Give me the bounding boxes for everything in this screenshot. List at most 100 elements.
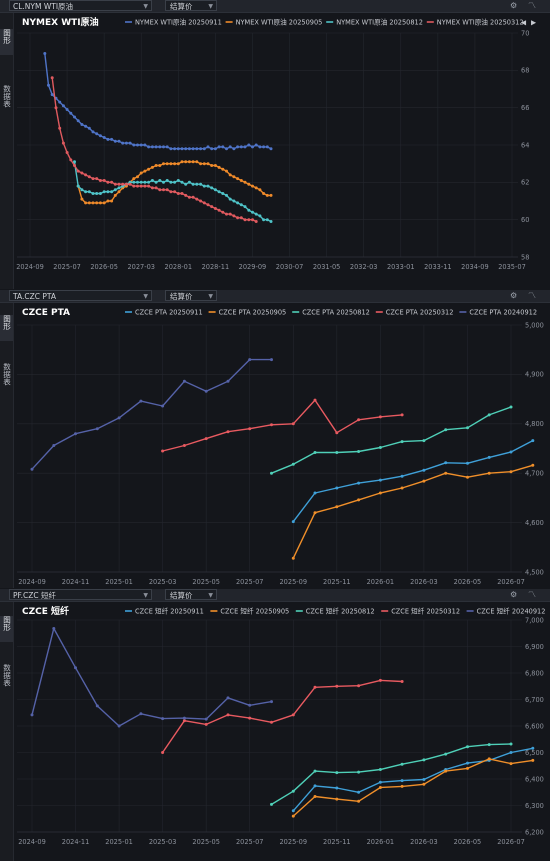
- legend-item[interactable]: NYMEX WTI原油 20250812: [326, 18, 423, 27]
- symbol-select[interactable]: TA.CZC PTA ▼: [9, 290, 152, 301]
- data-point: [226, 430, 230, 434]
- data-point: [106, 137, 110, 141]
- sidebar-item-chart[interactable]: 图形: [0, 315, 13, 341]
- data-point: [422, 758, 426, 762]
- sidebar: 图形 数据表: [0, 602, 14, 861]
- data-point: [91, 201, 95, 205]
- data-point: [444, 461, 448, 465]
- data-point: [102, 136, 106, 139]
- data-point: [221, 167, 225, 171]
- y-tick-label: 4,700: [525, 470, 544, 478]
- data-point: [110, 199, 114, 203]
- x-tick-label: 2024-11: [62, 578, 90, 586]
- data-point: [291, 713, 295, 717]
- series: [270, 742, 513, 806]
- symbol-select[interactable]: CL.NYM WTI原油 ▼: [9, 0, 152, 11]
- legend-label: CZCE PTA 20250905: [219, 309, 287, 317]
- data-point: [243, 180, 247, 184]
- sidebar-item-table[interactable]: 数据表: [0, 363, 13, 399]
- data-point: [154, 180, 158, 184]
- calc-select[interactable]: 结算价 ▼: [165, 0, 217, 11]
- data-point: [509, 742, 513, 746]
- data-point: [132, 177, 136, 181]
- data-point: [50, 93, 54, 97]
- settings-icon[interactable]: ⚙: [510, 291, 518, 300]
- legend-item[interactable]: CZCE PTA 20250312: [375, 309, 454, 317]
- data-point: [87, 126, 91, 130]
- data-point: [232, 199, 236, 203]
- data-point: [422, 778, 426, 781]
- sidebar-item-label: 数据表: [2, 664, 12, 687]
- data-point: [73, 160, 76, 164]
- sidebar-item-chart[interactable]: 图形: [0, 29, 13, 55]
- data-point: [136, 175, 139, 179]
- line-chart-icon[interactable]: 〽: [528, 1, 536, 10]
- data-point: [206, 203, 210, 207]
- data-point: [243, 205, 247, 209]
- settings-icon[interactable]: ⚙: [510, 590, 518, 599]
- legend-item[interactable]: CZCE PTA 20250905: [208, 309, 287, 317]
- y-tick-label: 70: [521, 29, 529, 37]
- legend-item[interactable]: CZCE 短纤 20250312: [381, 607, 460, 616]
- data-point: [291, 462, 295, 466]
- legend-item[interactable]: CZCE PTA 20240912: [459, 309, 537, 317]
- data-point: [139, 180, 143, 184]
- data-point: [176, 192, 180, 195]
- settings-icon[interactable]: ⚙: [510, 1, 518, 10]
- data-point: [232, 147, 236, 151]
- data-point: [191, 160, 195, 164]
- y-tick-label: 6,200: [525, 828, 544, 836]
- data-point: [254, 212, 258, 216]
- x-tick-label: 2029-09: [239, 263, 267, 271]
- calc-select[interactable]: 结算价 ▼: [165, 589, 217, 600]
- legend-prev-icon[interactable]: ◀: [521, 19, 527, 27]
- legend-item[interactable]: CZCE PTA 20250911: [125, 309, 203, 317]
- chevron-down-icon: ▼: [208, 293, 213, 300]
- data-point: [113, 182, 117, 186]
- data-point: [335, 684, 339, 688]
- sidebar-item-chart[interactable]: 图形: [0, 616, 13, 642]
- panel-pf: PF.CZC 短纤 ▼ 结算价 ▼ ⚙ 〽 图形 数据表 CZCE 短纤 CZCE 短…: [0, 589, 550, 861]
- data-point: [143, 184, 147, 188]
- legend-item[interactable]: CZCE 短纤 20250812: [295, 607, 375, 616]
- data-point: [225, 169, 228, 173]
- legend-item[interactable]: NYMEX WTI原油 20250905: [225, 18, 323, 27]
- data-point: [226, 713, 230, 717]
- y-tick-label: 4,500: [525, 568, 544, 576]
- data-point: [150, 179, 154, 182]
- x-tick-label: 2025-07: [236, 578, 264, 586]
- x-tick-label: 2025-11: [323, 838, 351, 846]
- legend-item[interactable]: CZCE PTA 20250812: [292, 309, 370, 317]
- line-chart-icon[interactable]: 〽: [528, 590, 536, 599]
- legend-item[interactable]: CZCE 短纤 20250911: [125, 607, 204, 616]
- data-point: [117, 724, 121, 728]
- legend-item[interactable]: NYMEX WTI原油 20250911: [125, 18, 222, 27]
- legend-item[interactable]: CZCE 短纤 20240912: [466, 607, 546, 616]
- data-point: [204, 717, 208, 721]
- sidebar-item-table[interactable]: 数据表: [0, 85, 13, 121]
- data-point: [173, 162, 177, 166]
- data-point: [265, 218, 269, 222]
- sidebar-item-table[interactable]: 数据表: [0, 664, 13, 700]
- x-tick-label: 2025-01: [105, 578, 133, 586]
- legend-label: CZCE PTA 20250812: [302, 309, 370, 317]
- data-point: [87, 201, 91, 205]
- legend-item[interactable]: NYMEX WTI原油 20250312: [426, 18, 524, 27]
- calc-select[interactable]: 结算价 ▼: [165, 290, 217, 301]
- data-point: [143, 180, 147, 184]
- data-point: [132, 184, 136, 188]
- data-point: [444, 769, 448, 773]
- data-point: [158, 164, 162, 167]
- data-point: [169, 147, 173, 151]
- data-point: [251, 210, 254, 214]
- data-point: [400, 784, 404, 788]
- data-point: [378, 491, 382, 495]
- legend-next-icon[interactable]: ▶: [531, 19, 537, 27]
- x-tick-label: 2026-01: [367, 578, 395, 586]
- data-point: [248, 716, 252, 720]
- series: [291, 439, 535, 524]
- symbol-select[interactable]: PF.CZC 短纤 ▼: [9, 589, 152, 600]
- legend-item[interactable]: CZCE 短纤 20250905: [210, 607, 289, 616]
- legend-label: NYMEX WTI原油 20250905: [236, 18, 323, 27]
- line-chart-icon[interactable]: 〽: [528, 291, 536, 300]
